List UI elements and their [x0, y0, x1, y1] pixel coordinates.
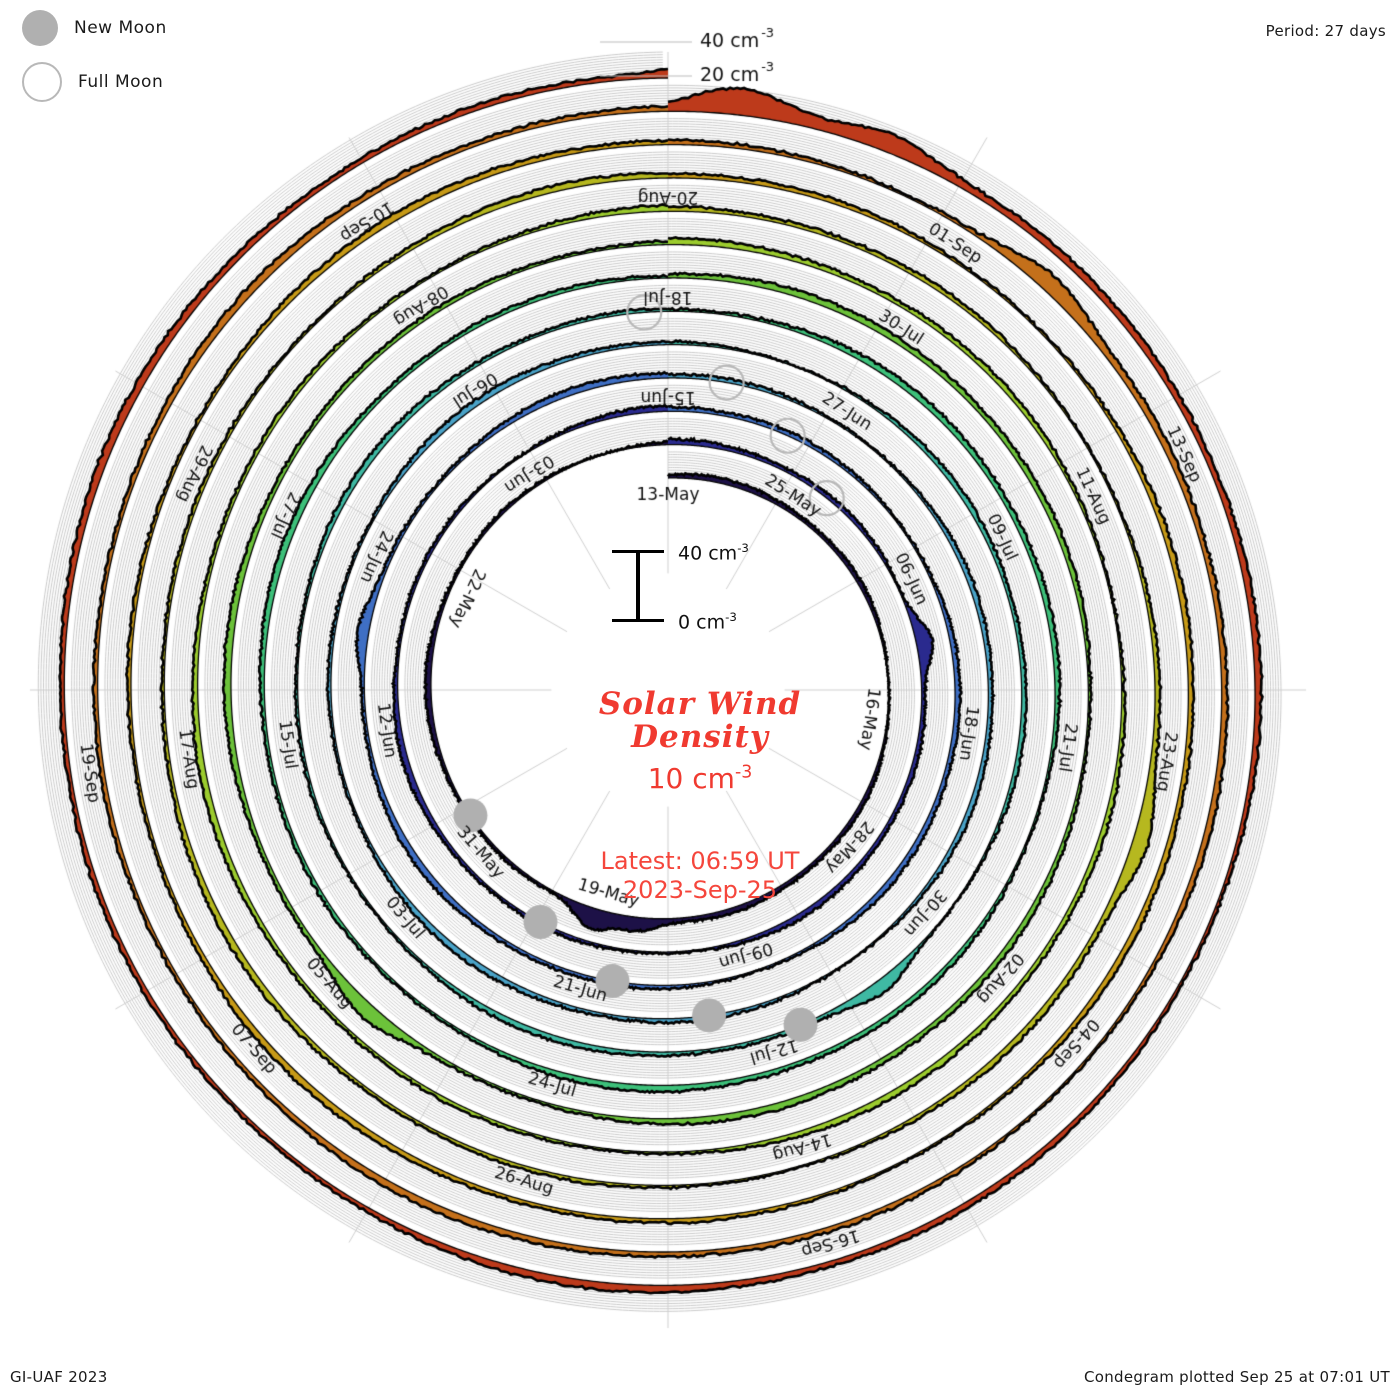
legend-label-full-moon: Full Moon: [78, 72, 164, 92]
legend-item-full-moon: Full Moon: [22, 62, 163, 102]
plot-timestamp-label: Condegram plotted Sep 25 at 07:01 UT: [1084, 1368, 1390, 1386]
period-label: Period: 27 days: [1265, 22, 1386, 40]
open-circle-icon: [22, 62, 62, 102]
moon-phase-legend: New Moon Full Moon: [0, 0, 260, 110]
legend-item-new-moon: New Moon: [22, 10, 167, 46]
legend-label-new-moon: New Moon: [74, 18, 167, 38]
filled-circle-icon: [22, 10, 58, 46]
credit-label: GI-UAF 2023: [10, 1368, 108, 1386]
